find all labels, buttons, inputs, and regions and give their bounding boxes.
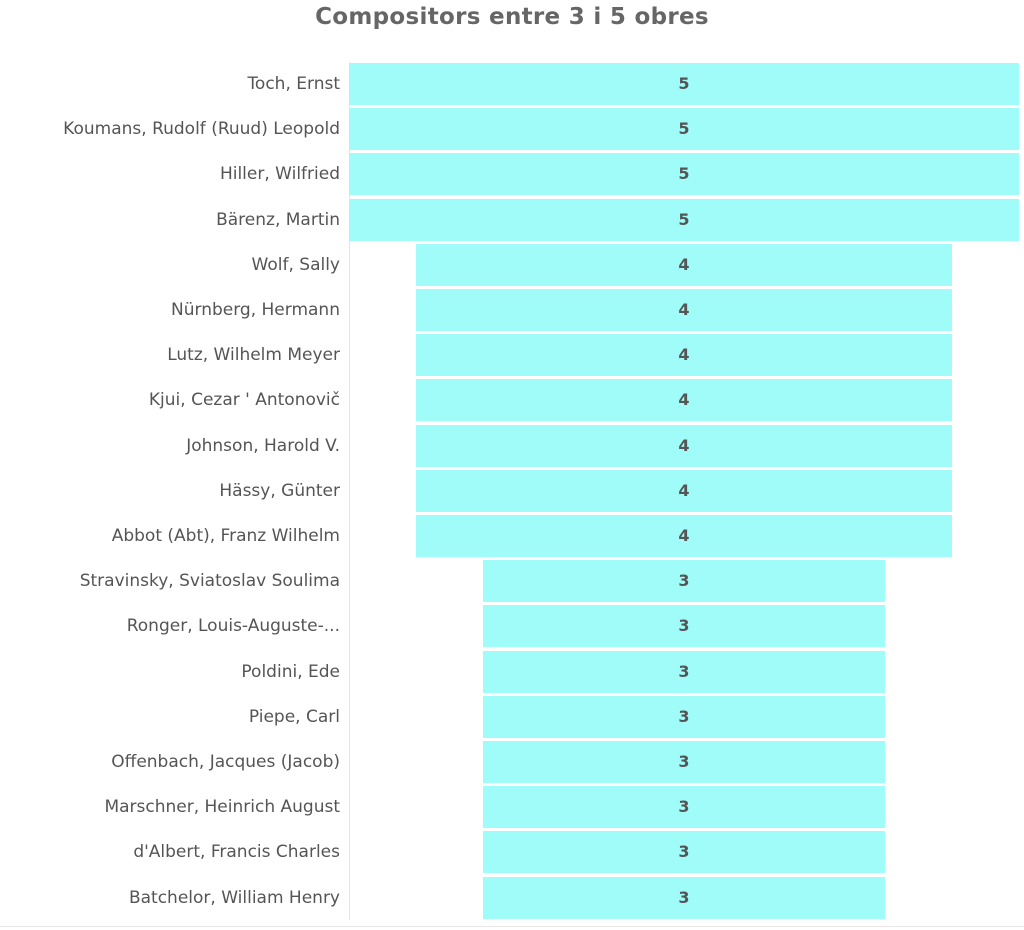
bar-value-label: 3 bbox=[678, 752, 690, 771]
bar[interactable] bbox=[483, 876, 885, 919]
category-label: Lutz, Wilhelm Meyer bbox=[167, 345, 340, 366]
bar[interactable] bbox=[483, 695, 885, 738]
bar-value-label: 4 bbox=[678, 480, 690, 500]
bar[interactable] bbox=[349, 108, 1019, 151]
bar-value-label: 3 bbox=[678, 887, 690, 907]
axis-line bbox=[349, 62, 350, 920]
category-label: Piepe, Carl bbox=[248, 706, 340, 727]
category-label: Johnson, Harold V. bbox=[186, 435, 340, 456]
bar[interactable] bbox=[416, 424, 952, 467]
category-label: Offenbach, Jacques (Jacob) bbox=[111, 752, 340, 772]
bar-value-label: 3 bbox=[678, 571, 690, 591]
bar-value-label: 4 bbox=[678, 526, 690, 545]
bar[interactable] bbox=[416, 469, 952, 512]
bar[interactable] bbox=[416, 515, 952, 557]
bar[interactable] bbox=[349, 63, 1019, 105]
bar-value-label: 4 bbox=[678, 390, 690, 410]
category-label: Kjui, Cezar ' Antonovič bbox=[148, 390, 340, 411]
bar-value-label: 5 bbox=[678, 209, 690, 229]
category-label: Poldini, Ede bbox=[241, 661, 340, 682]
bar[interactable] bbox=[416, 334, 952, 377]
bar-value-label: 3 bbox=[678, 616, 690, 636]
bar-value-label: 5 bbox=[678, 74, 690, 93]
category-label: Batchelor, William Henry bbox=[128, 887, 340, 908]
category-label: Toch, Ernst bbox=[247, 74, 340, 94]
bar[interactable] bbox=[483, 650, 885, 693]
chart-title: Compositors entre 3 i 5 obres bbox=[315, 4, 709, 30]
category-label: Abbot (Abt), Franz Wilhelm bbox=[111, 526, 340, 546]
bar-value-label: 3 bbox=[678, 706, 690, 726]
category-label: Bärenz, Martin bbox=[216, 209, 340, 230]
bar-value-label: 3 bbox=[678, 797, 690, 817]
bar-value-label: 3 bbox=[678, 842, 690, 862]
bar-value-label: 4 bbox=[678, 435, 690, 455]
category-label: Marschner, Heinrich August bbox=[104, 797, 340, 818]
bar[interactable] bbox=[349, 198, 1019, 241]
category-label: Hiller, Wilfried bbox=[219, 164, 340, 185]
bar-value-label: 3 bbox=[678, 661, 690, 681]
bar[interactable] bbox=[483, 831, 885, 874]
category-label: Ronger, Louis-Auguste-... bbox=[126, 616, 340, 637]
bar[interactable] bbox=[483, 560, 885, 603]
category-label: Koumans, Rudolf (Ruud) Leopold bbox=[63, 119, 340, 140]
bar-value-label: 5 bbox=[678, 164, 690, 184]
bar[interactable] bbox=[416, 289, 952, 331]
bar[interactable] bbox=[416, 243, 952, 286]
bar[interactable] bbox=[483, 786, 885, 829]
category-label: d'Albert, Francis Charles bbox=[133, 842, 340, 863]
category-label: Hässy, Günter bbox=[219, 480, 340, 501]
bar-value-label: 4 bbox=[678, 254, 690, 274]
category-label: Nürnberg, Hermann bbox=[171, 300, 340, 320]
bar[interactable] bbox=[483, 741, 885, 783]
bar[interactable] bbox=[416, 379, 952, 422]
bar[interactable] bbox=[349, 153, 1019, 196]
bottom-divider bbox=[0, 926, 1024, 927]
category-label: Wolf, Sally bbox=[251, 254, 340, 275]
bar-value-label: 5 bbox=[678, 119, 690, 139]
category-label: Stravinsky, Sviatoslav Soulima bbox=[79, 571, 340, 592]
bar-value-label: 4 bbox=[678, 300, 690, 319]
bar[interactable] bbox=[483, 605, 885, 648]
bar-value-label: 4 bbox=[678, 345, 690, 365]
